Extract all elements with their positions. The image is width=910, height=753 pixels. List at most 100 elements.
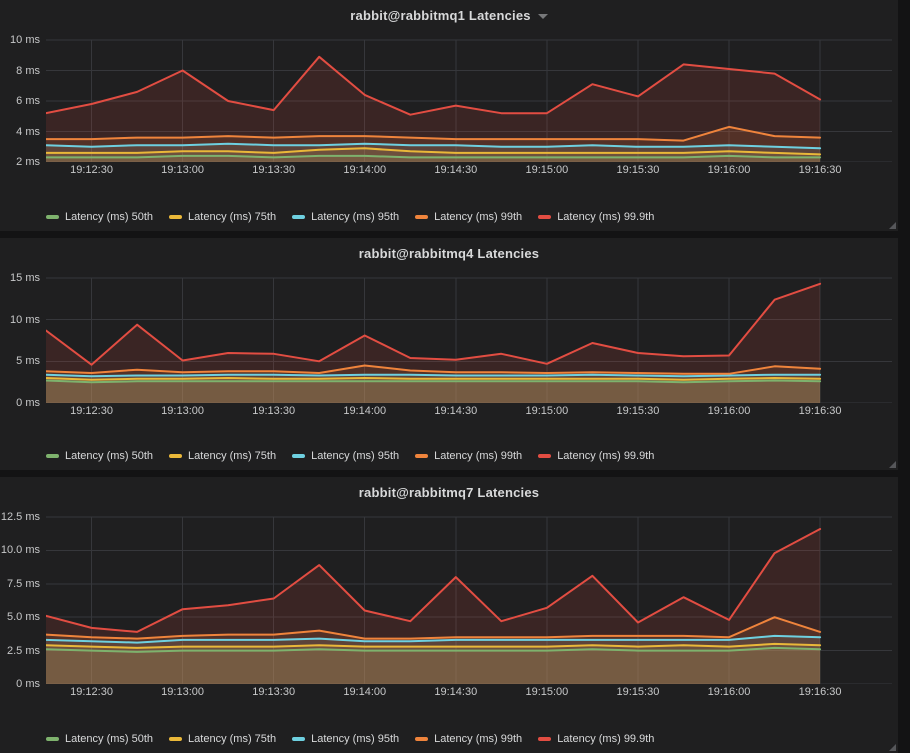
y-tick-label: 12.5 ms — [0, 511, 40, 523]
x-tick-label: 19:15:00 — [525, 405, 569, 417]
legend-label: Latency (ms) 50th — [65, 733, 154, 745]
panel-rabbitmq7-latencies: rabbit@rabbitmq7 Latencies 0 ms 2.5 ms 5.0… — [0, 477, 898, 753]
y-tick-label: 15 ms — [10, 272, 40, 284]
y-tick-label: 7.5 ms — [6, 577, 40, 590]
x-tick-label: 19:16:30 — [798, 405, 842, 417]
x-tick-label: 19:13:00 — [161, 686, 205, 698]
legend-item[interactable]: Latency (ms) 99.9th — [538, 733, 654, 745]
panel-title[interactable]: rabbit@rabbitmq1 Latencies — [350, 7, 531, 23]
x-tick-label: 19:14:00 — [343, 686, 387, 698]
legend-swatch-icon — [46, 454, 59, 458]
legend-swatch-icon — [538, 215, 552, 219]
legend-item[interactable]: Latency (ms) 99th — [415, 733, 522, 745]
panel-resize-handle-icon[interactable] — [889, 222, 896, 229]
y-tick-label: 10.0 ms — [0, 544, 40, 557]
panel-menu-caret-icon[interactable] — [537, 13, 548, 19]
y-tick-label: 6 ms — [16, 95, 40, 107]
legend-swatch-icon — [415, 454, 429, 458]
x-tick-label: 19:14:30 — [434, 405, 478, 417]
panel-rabbitmq4-latencies: rabbit@rabbitmq4 Latencies 0 ms 5 ms 10 ms… — [0, 238, 898, 470]
legend-label: Latency (ms) 95th — [311, 211, 400, 223]
legend-item[interactable]: Latency (ms) 75th — [169, 733, 276, 745]
legend-swatch-icon — [169, 737, 183, 741]
legend-item[interactable]: Latency (ms) 50th — [46, 450, 153, 462]
x-tick-label: 19:13:30 — [252, 405, 296, 417]
y-axis: 0 ms 5 ms 10 ms 15 ms — [0, 268, 46, 409]
latency-chart[interactable] — [46, 30, 892, 162]
x-axis: 19:12:30 19:13:00 19:13:30 19:14:00 19:14:30… — [46, 162, 898, 180]
legend-swatch-icon — [292, 454, 306, 458]
y-tick-label: 2.5 ms — [6, 644, 40, 657]
legend-item[interactable]: Latency (ms) 75th — [169, 211, 276, 223]
x-tick-label: 19:13:00 — [161, 405, 205, 417]
x-tick-label: 19:14:00 — [343, 405, 387, 417]
x-tick-label: 19:12:30 — [70, 405, 113, 417]
panel-header[interactable]: rabbit@rabbitmq7 Latencies — [0, 477, 898, 507]
x-tick-label: 19:12:30 — [70, 164, 113, 176]
x-tick-label: 19:13:30 — [252, 686, 296, 698]
latency-chart[interactable] — [46, 507, 892, 684]
panel-rabbitmq1-latencies: rabbit@rabbitmq1 Latencies 2 ms 4 ms 6 ms 8… — [0, 0, 898, 231]
legend-swatch-icon — [415, 215, 429, 219]
y-tick-label: 0 ms — [16, 678, 40, 690]
legend-swatch-icon — [46, 737, 59, 741]
legend-label: Latency (ms) 50th — [65, 211, 154, 223]
y-axis: 2 ms 4 ms 6 ms 8 ms 10 ms — [0, 30, 46, 168]
chart-area: 0 ms 5 ms 10 ms 15 ms — [0, 268, 898, 409]
y-tick-label: 5 ms — [16, 355, 40, 368]
legend-swatch-icon — [169, 215, 183, 219]
y-tick-label: 5.0 ms — [6, 611, 40, 624]
legend-label: Latency (ms) 99th — [434, 211, 523, 223]
panel-header[interactable]: rabbit@rabbitmq4 Latencies — [0, 238, 898, 268]
x-tick-label: 19:14:00 — [343, 164, 387, 176]
legend-item[interactable]: Latency (ms) 95th — [292, 450, 399, 462]
legend-label: Latency (ms) 75th — [188, 211, 277, 223]
legend-item[interactable]: Latency (ms) 99th — [415, 211, 522, 223]
x-tick-label: 19:12:30 — [70, 686, 113, 698]
x-tick-label: 19:15:00 — [525, 164, 569, 176]
chart-area: 0 ms 2.5 ms 5.0 ms 7.5 ms 10.0 ms 12.5 ms — [0, 507, 898, 690]
legend-item[interactable]: Latency (ms) 95th — [292, 733, 399, 745]
y-tick-label: 8 ms — [16, 64, 40, 77]
x-tick-label: 19:16:30 — [798, 164, 842, 176]
legend-label: Latency (ms) 99.9th — [557, 211, 655, 223]
legend-label: Latency (ms) 99.9th — [557, 733, 655, 745]
legend-swatch-icon — [538, 737, 552, 741]
legend-label: Latency (ms) 99th — [434, 733, 523, 745]
x-axis: 19:12:30 19:13:00 19:13:30 19:14:00 19:14:30… — [46, 403, 898, 421]
panel-resize-handle-icon[interactable] — [889, 461, 896, 468]
x-tick-label: 19:14:30 — [434, 686, 478, 698]
legend-swatch-icon — [415, 737, 429, 741]
panel-resize-handle-icon[interactable] — [889, 744, 896, 751]
legend-item[interactable]: Latency (ms) 99th — [415, 450, 522, 462]
x-tick-label: 19:15:00 — [525, 686, 569, 698]
legend-label: Latency (ms) 99th — [434, 450, 523, 462]
x-tick-label: 19:16:00 — [707, 164, 751, 176]
legend-item[interactable]: Latency (ms) 50th — [46, 733, 153, 745]
panel-title[interactable]: rabbit@rabbitmq4 Latencies — [358, 245, 540, 261]
latency-chart[interactable] — [46, 268, 892, 403]
legend: Latency (ms) 50th Latency (ms) 75th Latenc… — [0, 733, 898, 753]
x-tick-label: 19:16:30 — [798, 686, 842, 698]
y-axis: 0 ms 2.5 ms 5.0 ms 7.5 ms 10.0 ms 12.5 ms — [0, 507, 46, 690]
legend-item[interactable]: Latency (ms) 99.9th — [538, 450, 654, 462]
legend-item[interactable]: Latency (ms) 75th — [169, 450, 276, 462]
x-tick-label: 19:13:30 — [252, 164, 296, 176]
legend-swatch-icon — [292, 737, 306, 741]
x-tick-label: 19:15:30 — [616, 164, 660, 176]
legend-item[interactable]: Latency (ms) 50th — [46, 211, 153, 223]
panel-title[interactable]: rabbit@rabbitmq7 Latencies — [358, 484, 540, 500]
panel-header[interactable]: rabbit@rabbitmq1 Latencies — [0, 0, 898, 30]
x-tick-label: 19:13:00 — [161, 164, 205, 176]
legend-label: Latency (ms) 95th — [311, 733, 400, 745]
x-tick-label: 19:15:30 — [616, 686, 660, 698]
legend-item[interactable]: Latency (ms) 95th — [292, 211, 399, 223]
legend-swatch-icon — [169, 454, 183, 458]
y-tick-label: 10 ms — [10, 313, 40, 326]
x-tick-label: 19:16:00 — [707, 405, 751, 417]
y-tick-label: 10 ms — [10, 34, 40, 46]
legend-label: Latency (ms) 75th — [188, 733, 277, 745]
x-axis: 19:12:30 19:13:00 19:13:30 19:14:00 19:14:30… — [46, 684, 898, 702]
x-tick-label: 19:15:30 — [616, 405, 660, 417]
legend-item[interactable]: Latency (ms) 99.9th — [538, 211, 654, 223]
